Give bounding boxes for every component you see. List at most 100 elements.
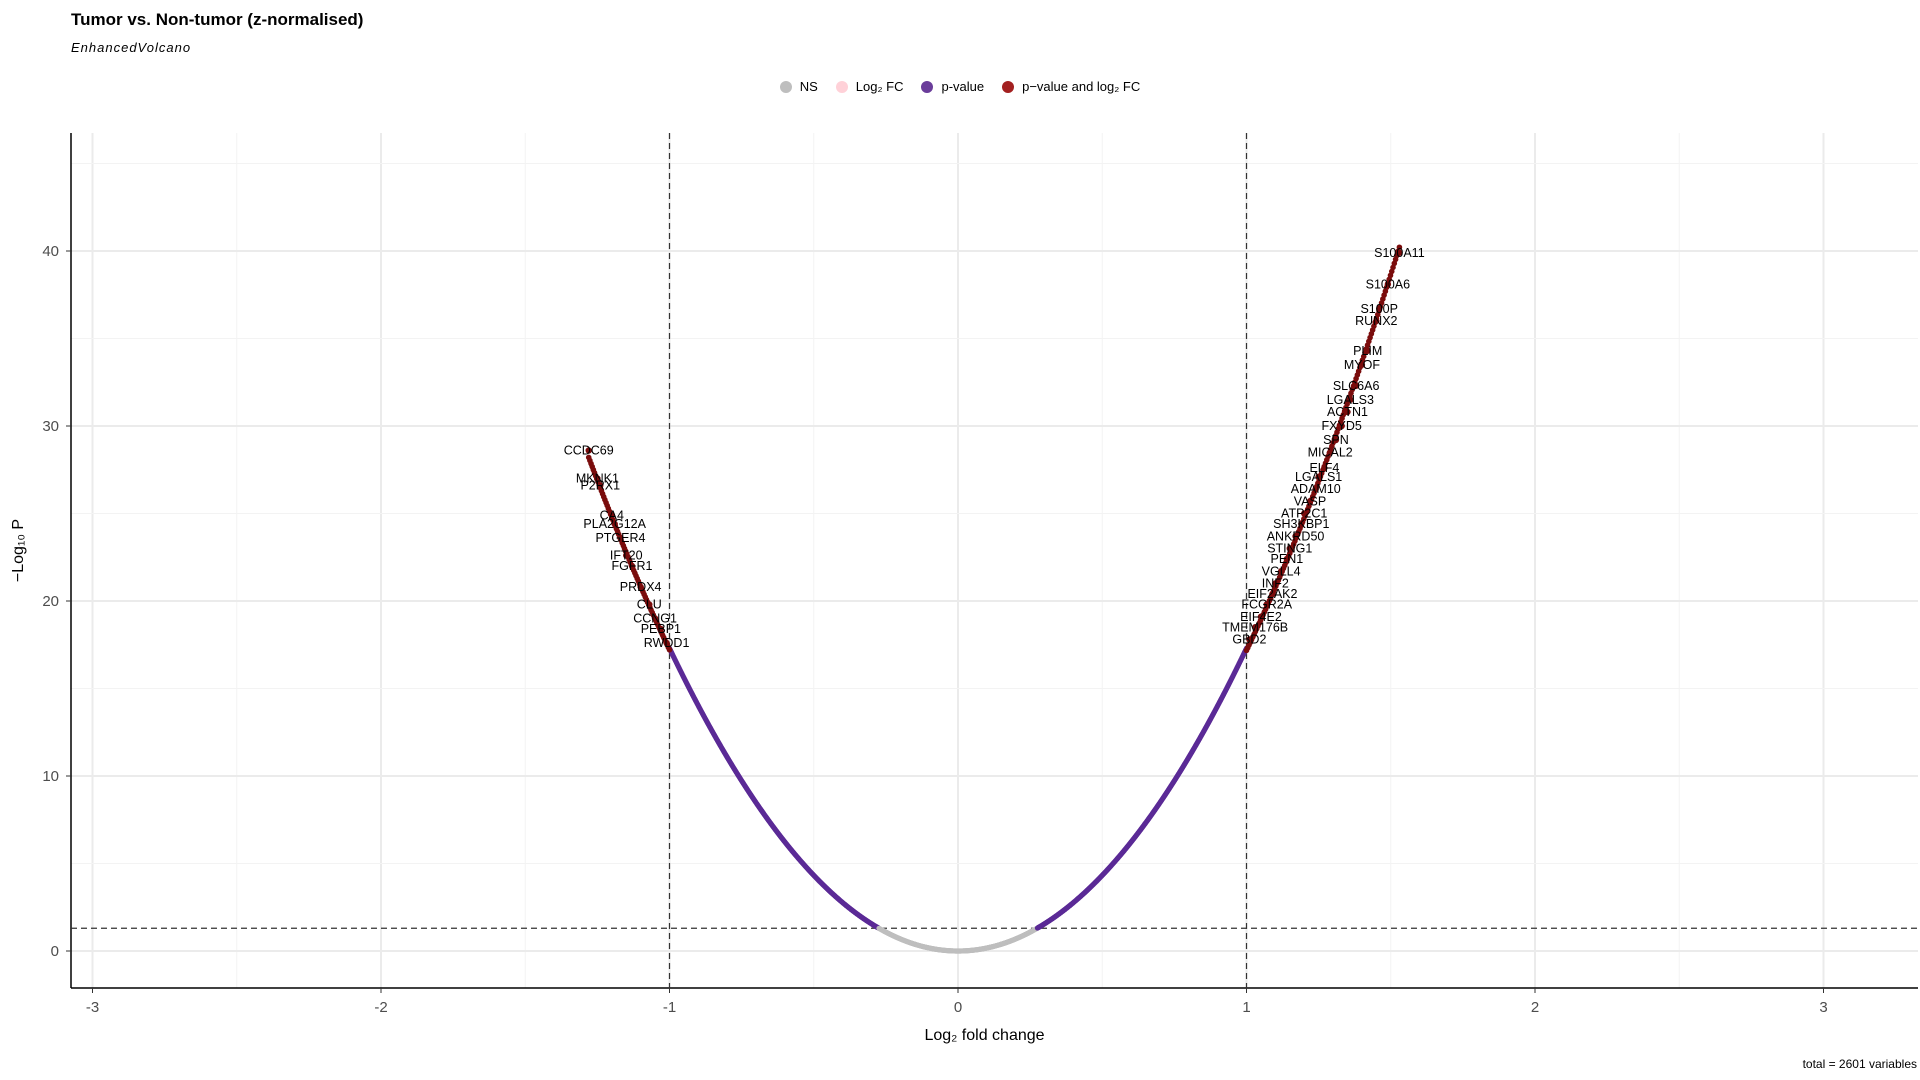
labeled-point: [1301, 510, 1308, 517]
labeled-point: [1283, 555, 1291, 563]
labeled-point: [657, 625, 665, 633]
gene-label: S100P: [1360, 302, 1398, 316]
gene-label: FCGR2A: [1241, 598, 1292, 612]
data-point-significant: [585, 454, 592, 461]
legend-label: p-value: [941, 79, 985, 94]
gene-label: STING1: [1267, 542, 1312, 556]
labeled-point: [1376, 305, 1383, 312]
labeled-point: [1306, 498, 1314, 505]
legend-label: Log₂ FC: [855, 79, 904, 94]
labeled-point: [1312, 485, 1319, 493]
labeled-point: [1384, 281, 1392, 288]
labeled-point: [597, 482, 604, 489]
gene-label: PEBP1: [641, 622, 681, 636]
labeled-point: [1263, 601, 1270, 608]
labeled-point: [608, 512, 615, 519]
gene-label: RWDD1: [644, 636, 690, 650]
gene-label: ATP2C1: [1281, 507, 1327, 521]
legend: NS Log₂ FC p-value p−value and log₂ FC: [0, 79, 1920, 94]
gene-label: ADAM10: [1291, 482, 1341, 496]
labeled-point: [1326, 449, 1334, 456]
labeled-point: [637, 583, 644, 591]
labeled-point: [623, 552, 630, 559]
legend-label: NS: [799, 79, 818, 94]
labeled-point: [594, 475, 601, 482]
grid: [71, 133, 1918, 988]
legend-swatch: [921, 80, 934, 93]
legend-swatch: [835, 80, 848, 93]
x-tick-label: 3: [1819, 999, 1827, 1016]
labeled-point: [646, 601, 653, 608]
legend-swatch: [1002, 80, 1015, 93]
gene-label: PLA2G12A: [583, 517, 646, 531]
gene-label: ELF4: [1309, 461, 1339, 475]
gene-label: MYOF: [1344, 358, 1380, 372]
labeled-point: [1364, 347, 1371, 354]
y-axis-title: −Log₁₀ P: [10, 519, 27, 582]
legend-item: Log₂ FC: [835, 79, 904, 94]
gene-label: S100A6: [1366, 277, 1411, 291]
gene-label: VASP: [1294, 494, 1326, 508]
gene-label: INF2: [1262, 577, 1289, 591]
gene-label: GBD2: [1232, 633, 1266, 647]
gene-label: LGALS3: [1327, 393, 1374, 407]
y-tick-label: 30: [42, 418, 59, 435]
labeled-point: [1358, 361, 1366, 368]
x-tick-label: -3: [86, 999, 99, 1016]
x-tick-label: 1: [1242, 999, 1250, 1016]
gene-label: SLC6A6: [1333, 379, 1380, 393]
gene-label: MICAL2: [1308, 445, 1353, 459]
gene-label: PLIM: [1353, 344, 1382, 358]
labeled-point: [1251, 624, 1259, 631]
gene-label: MKNK1: [576, 472, 619, 486]
legend-label: p−value and log₂ FC: [1022, 79, 1141, 94]
y-tick-label: 20: [42, 593, 59, 610]
gene-label: S100A11: [1374, 246, 1425, 260]
legend-item: p-value: [921, 79, 984, 94]
gene-label: SPN: [1323, 433, 1349, 447]
labeled-point: [628, 562, 636, 570]
x-tick-label: 0: [954, 999, 962, 1016]
labeled-point: [1315, 473, 1322, 480]
caption: total = 2601 variables: [1802, 1057, 1917, 1071]
gene-label: EIF4E2: [1240, 610, 1282, 624]
gene-label: FGFR1: [612, 559, 653, 573]
gene-label: CCDC69: [564, 444, 614, 458]
labeled-point: [1257, 613, 1265, 620]
labeled-point: [1292, 533, 1299, 540]
labeled-point: [1269, 590, 1276, 598]
labeled-point: [651, 615, 659, 622]
labeled-point: [1352, 382, 1360, 389]
legend-item: NS: [779, 79, 818, 94]
labeled-point: [1332, 436, 1340, 444]
legend-swatch: [779, 80, 792, 93]
gene-label: ANKRD50: [1267, 529, 1325, 543]
gene-label: CA4: [600, 508, 624, 522]
gene-label: PTGER4: [595, 531, 645, 545]
labeled-point: [617, 534, 624, 542]
labeled-point: [1373, 317, 1380, 325]
labeled-point: [1338, 422, 1345, 430]
x-tick-label: 2: [1531, 999, 1539, 1016]
gene-label: P2RX1: [580, 479, 620, 493]
gene-label: CLU: [637, 598, 662, 612]
labeled-point: [1347, 396, 1354, 403]
gene-label: IFT20: [610, 549, 643, 563]
labeled-point: [1286, 545, 1293, 552]
labeled-point: [1246, 636, 1253, 643]
gene-label: ACTN1: [1327, 405, 1368, 419]
labeled-point: [611, 520, 618, 528]
labeled-point: [1272, 580, 1279, 587]
y-tick-label: 0: [51, 943, 59, 960]
chart-subtitle: EnhancedVolcano: [71, 40, 192, 55]
labeled-point: [1396, 249, 1403, 256]
x-tick-label: -1: [663, 999, 676, 1016]
gene-label: TMEM176B: [1222, 620, 1288, 634]
labeled-point: [663, 639, 670, 647]
data-points: [585, 244, 1403, 954]
y-tick-label: 40: [42, 243, 59, 260]
chart-title: Tumor vs. Non-tumor (z-normalised): [71, 10, 364, 29]
gene-label: VGLL4: [1262, 564, 1301, 578]
labeled-point: [1344, 408, 1351, 416]
gene-label: SH3KBP1: [1273, 517, 1329, 531]
